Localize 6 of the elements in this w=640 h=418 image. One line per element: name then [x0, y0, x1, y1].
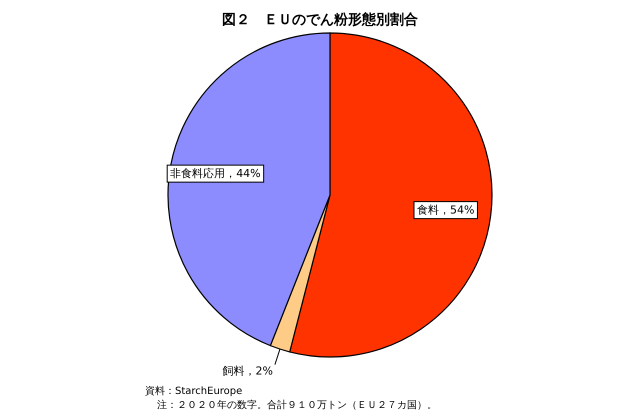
text: 資料：StarchEurope	[145, 385, 242, 397]
slice-label: 食料，54%	[416, 204, 474, 217]
text: 注：２０２０年の数字。合計９１０万トン（ＥＵ２７カ国）。	[157, 399, 437, 411]
slice-label: 非食料応用，44%	[170, 167, 261, 180]
slice-label: 飼料，2%	[222, 364, 273, 378]
chart-title: 図２ ＥＵのでん粉形態別割合	[222, 11, 418, 28]
